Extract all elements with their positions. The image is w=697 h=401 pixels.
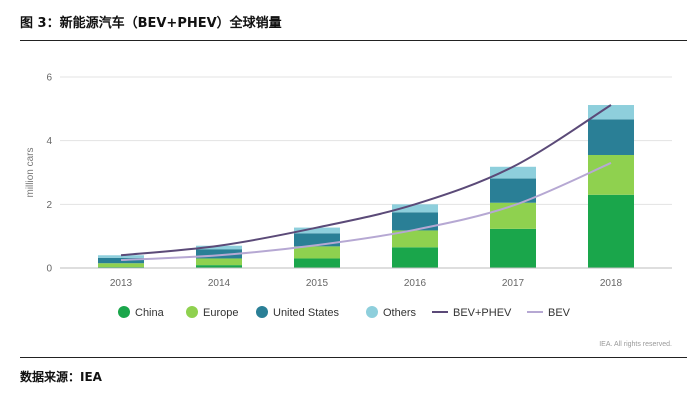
legend-marker-europe — [186, 306, 198, 318]
bar-segment-united-states — [392, 212, 438, 231]
line-series-bev — [120, 162, 612, 262]
bar-segment-china — [196, 265, 242, 268]
y-axis-label: million cars — [25, 147, 36, 197]
legend-marker-united-states — [256, 306, 268, 318]
bar-segment-others — [98, 255, 144, 258]
legend-label-bev: BEV — [548, 307, 571, 319]
bar-segment-europe — [196, 258, 242, 266]
y-tick-label: 2 — [46, 200, 52, 211]
legend-marker-china — [118, 306, 130, 318]
y-tick-label: 4 — [46, 136, 52, 147]
bar-segment-china — [392, 247, 438, 268]
bar-segment-others — [588, 105, 634, 120]
bar-segment-united-states — [490, 178, 536, 203]
bar-segment-europe — [294, 246, 340, 259]
bar-segment-china — [588, 194, 634, 268]
legend-label-others: Others — [383, 307, 417, 319]
bar-segment-others — [490, 166, 536, 179]
credit-note: IEA. All rights reserved. — [599, 341, 672, 348]
legend-marker-others — [366, 306, 378, 318]
x-tick-label: 2015 — [306, 278, 329, 289]
bar-segment-china — [490, 228, 536, 268]
source-note: 数据来源：IEA — [20, 370, 102, 384]
bar-segment-others — [294, 227, 340, 234]
bar-segment-europe — [588, 154, 634, 195]
legend-label-europe: Europe — [203, 307, 238, 319]
bar-segment-europe — [98, 263, 144, 268]
bar-segment-others — [392, 204, 438, 213]
figure-title: 图 3：新能源汽车（BEV+PHEV）全球销量 — [20, 16, 282, 31]
bar-segment-united-states — [196, 249, 242, 259]
bar-segment-united-states — [98, 257, 144, 264]
x-tick-label: 2016 — [404, 278, 427, 289]
line-series-bev-plus-phev — [120, 104, 612, 257]
y-tick-label: 6 — [46, 73, 52, 84]
bottom-rule — [20, 357, 687, 358]
y-tick-label: 0 — [46, 264, 52, 275]
legend-label-united-states: United States — [273, 307, 340, 319]
legend-label-china: China — [135, 307, 165, 319]
x-tick-label: 2013 — [110, 278, 133, 289]
bar-segment-europe — [490, 202, 536, 229]
x-tick-label: 2014 — [208, 278, 231, 289]
bar-segment-united-states — [588, 119, 634, 155]
x-tick-label: 2017 — [502, 278, 525, 289]
x-tick-label: 2018 — [600, 278, 623, 289]
bar-segment-europe — [392, 230, 438, 248]
top-rule — [20, 40, 687, 41]
legend-label-bev-plus-phev: BEV+PHEV — [453, 307, 512, 319]
bar-segment-china — [294, 258, 340, 268]
bar-segment-others — [196, 245, 242, 250]
